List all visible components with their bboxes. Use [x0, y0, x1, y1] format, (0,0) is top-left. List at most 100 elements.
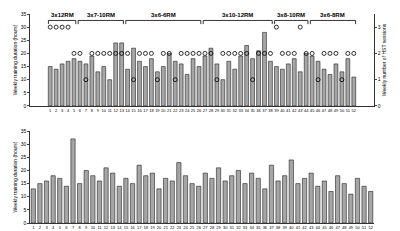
- svg-text:3x8-10RM: 3x8-10RM: [277, 12, 305, 18]
- svg-text:17: 17: [137, 225, 142, 230]
- svg-text:15: 15: [21, 63, 27, 69]
- svg-text:30: 30: [221, 108, 226, 113]
- svg-text:43: 43: [309, 225, 314, 230]
- svg-text:3: 3: [61, 108, 64, 113]
- svg-text:14: 14: [117, 225, 122, 230]
- svg-text:25: 25: [191, 108, 196, 113]
- svg-text:48: 48: [328, 108, 333, 113]
- svg-text:9: 9: [97, 108, 100, 113]
- svg-text:7: 7: [85, 108, 88, 113]
- svg-text:9: 9: [85, 225, 88, 230]
- svg-text:44: 44: [304, 108, 309, 113]
- svg-text:38: 38: [276, 225, 281, 230]
- svg-text:3: 3: [378, 24, 381, 30]
- svg-text:46: 46: [329, 225, 334, 230]
- svg-text:34: 34: [244, 108, 249, 113]
- svg-text:10: 10: [102, 108, 107, 113]
- svg-text:0: 0: [23, 220, 26, 226]
- svg-text:23: 23: [179, 108, 184, 113]
- svg-text:Weekly number of HST sessions: Weekly number of HST sessions: [381, 23, 387, 96]
- svg-text:15: 15: [21, 180, 27, 186]
- svg-text:39: 39: [274, 108, 279, 113]
- svg-text:18: 18: [149, 108, 154, 113]
- svg-text:27: 27: [203, 108, 208, 113]
- svg-text:10: 10: [21, 76, 27, 82]
- svg-text:17: 17: [143, 108, 148, 113]
- svg-text:42: 42: [292, 108, 297, 113]
- svg-text:19: 19: [150, 225, 155, 230]
- svg-text:21: 21: [167, 108, 172, 113]
- svg-text:47: 47: [335, 225, 340, 230]
- svg-text:35: 35: [250, 108, 255, 113]
- svg-text:12: 12: [113, 108, 118, 113]
- svg-text:31: 31: [230, 225, 235, 230]
- svg-text:47: 47: [322, 108, 327, 113]
- svg-text:37: 37: [262, 108, 267, 113]
- svg-text:15: 15: [131, 108, 136, 113]
- svg-text:4: 4: [52, 225, 55, 230]
- svg-text:3x6-8RM: 3x6-8RM: [320, 12, 345, 18]
- svg-text:36: 36: [263, 225, 268, 230]
- svg-text:0: 0: [378, 103, 381, 109]
- svg-text:36: 36: [256, 108, 261, 113]
- svg-text:27: 27: [203, 225, 208, 230]
- svg-text:25: 25: [190, 225, 195, 230]
- svg-text:18: 18: [144, 225, 149, 230]
- svg-text:24: 24: [183, 225, 188, 230]
- svg-text:28: 28: [209, 108, 214, 113]
- svg-text:43: 43: [298, 108, 303, 113]
- svg-text:52: 52: [352, 108, 357, 113]
- svg-text:33: 33: [243, 225, 248, 230]
- svg-text:10: 10: [91, 225, 96, 230]
- svg-text:45: 45: [310, 108, 315, 113]
- svg-text:51: 51: [362, 225, 367, 230]
- svg-text:49: 49: [334, 108, 339, 113]
- svg-text:13: 13: [110, 225, 115, 230]
- svg-text:15: 15: [124, 225, 129, 230]
- svg-text:20: 20: [21, 50, 27, 56]
- svg-text:3x10-12RM: 3x10-12RM: [222, 12, 253, 18]
- svg-text:24: 24: [185, 108, 190, 113]
- svg-text:39: 39: [282, 225, 287, 230]
- svg-text:11: 11: [97, 225, 102, 230]
- svg-text:42: 42: [302, 225, 307, 230]
- svg-text:14: 14: [125, 108, 130, 113]
- svg-text:32: 32: [236, 225, 241, 230]
- svg-text:22: 22: [173, 108, 178, 113]
- svg-text:Weekly training duration (hour: Weekly training duration (hours): [12, 141, 18, 212]
- svg-text:40: 40: [289, 225, 294, 230]
- svg-text:5: 5: [23, 90, 26, 96]
- svg-text:30: 30: [223, 225, 228, 230]
- svg-text:35: 35: [21, 128, 27, 134]
- svg-text:1: 1: [32, 225, 35, 230]
- svg-text:25: 25: [21, 154, 27, 160]
- svg-text:7: 7: [72, 225, 75, 230]
- svg-text:26: 26: [196, 225, 201, 230]
- svg-text:23: 23: [177, 225, 182, 230]
- svg-text:3x12RM: 3x12RM: [51, 12, 74, 18]
- svg-text:3x6-6RM: 3x6-6RM: [151, 12, 176, 18]
- svg-text:46: 46: [316, 108, 321, 113]
- svg-text:11: 11: [108, 108, 113, 113]
- svg-text:29: 29: [215, 108, 220, 113]
- svg-text:31: 31: [227, 108, 232, 113]
- svg-text:20: 20: [157, 225, 162, 230]
- svg-text:20: 20: [21, 167, 27, 173]
- svg-text:16: 16: [137, 108, 142, 113]
- svg-text:5: 5: [73, 108, 76, 113]
- svg-text:35: 35: [21, 11, 27, 17]
- svg-text:28: 28: [210, 225, 215, 230]
- svg-text:8: 8: [79, 225, 82, 230]
- svg-text:1: 1: [378, 76, 381, 82]
- svg-text:37: 37: [269, 225, 274, 230]
- svg-text:5: 5: [23, 207, 26, 213]
- svg-text:2: 2: [378, 50, 381, 56]
- svg-text:Weekly training duration (hour: Weekly training duration (hours): [12, 24, 18, 95]
- svg-text:21: 21: [163, 225, 168, 230]
- svg-text:16: 16: [130, 225, 135, 230]
- svg-text:41: 41: [296, 225, 301, 230]
- svg-text:33: 33: [238, 108, 243, 113]
- svg-text:50: 50: [355, 225, 360, 230]
- svg-text:10: 10: [21, 193, 27, 199]
- svg-text:26: 26: [197, 108, 202, 113]
